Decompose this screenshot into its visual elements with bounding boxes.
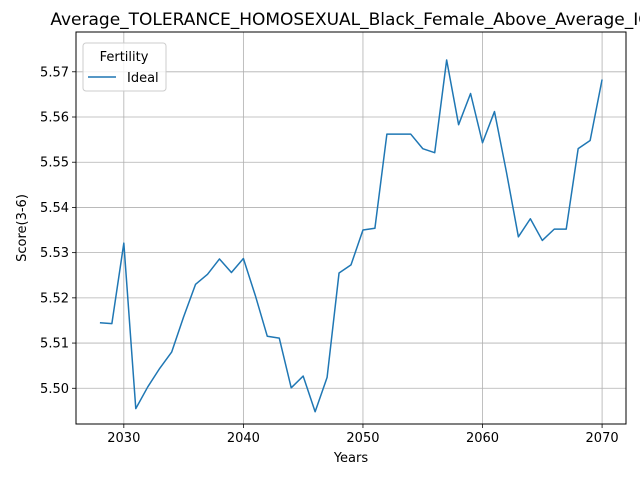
y-tick-label: 5.54	[40, 201, 69, 216]
y-tick-label: 5.52	[40, 291, 69, 306]
y-tick-label: 5.51	[40, 337, 69, 352]
y-tick-label: 5.50	[40, 382, 69, 397]
chart-title: Average_TOLERANCE_HOMOSEXUAL_Black_Femal…	[50, 10, 640, 30]
legend-title: Fertility	[100, 50, 149, 65]
x-tick-label: 2070	[586, 431, 619, 446]
x-tick-label: 2060	[466, 431, 499, 446]
x-tick-label: 2040	[227, 431, 260, 446]
y-axis-label: Score(3-6)	[15, 194, 30, 262]
x-axis-label: Years	[333, 451, 369, 466]
x-tick-label: 2030	[107, 431, 140, 446]
y-tick-label: 5.57	[40, 65, 69, 80]
legend: Fertility Ideal	[83, 43, 166, 91]
y-tick-label: 5.53	[40, 246, 69, 261]
x-tick-label: 2050	[346, 431, 379, 446]
legend-label-ideal: Ideal	[127, 71, 159, 86]
y-tick-label: 5.56	[40, 111, 69, 126]
y-tick-label: 5.55	[40, 156, 69, 171]
